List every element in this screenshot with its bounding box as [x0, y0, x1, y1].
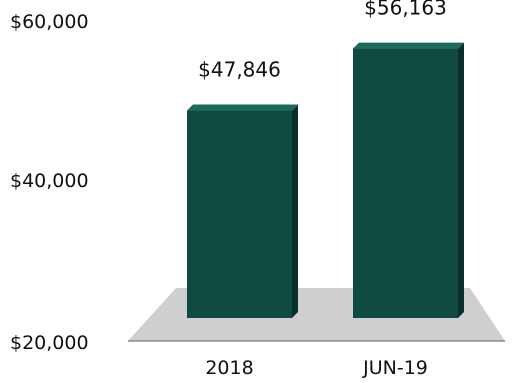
bar-front — [353, 48, 458, 318]
x-tick-label: JUN-19 — [362, 357, 428, 379]
bar-JUN-19 — [353, 42, 464, 318]
bar-top — [353, 42, 464, 49]
data-label: $56,163 — [364, 0, 447, 20]
bar-top — [187, 104, 298, 111]
bar-side — [292, 104, 298, 318]
y-tick-label: $20,000 — [10, 332, 89, 354]
bar-front — [187, 110, 292, 318]
y-tick-label: $40,000 — [10, 170, 89, 192]
bar-side — [458, 42, 464, 318]
x-tick-label: 2018 — [205, 357, 253, 379]
data-label: $47,846 — [198, 58, 281, 82]
bar-2018 — [187, 104, 298, 318]
y-tick-label: $60,000 — [10, 11, 89, 33]
